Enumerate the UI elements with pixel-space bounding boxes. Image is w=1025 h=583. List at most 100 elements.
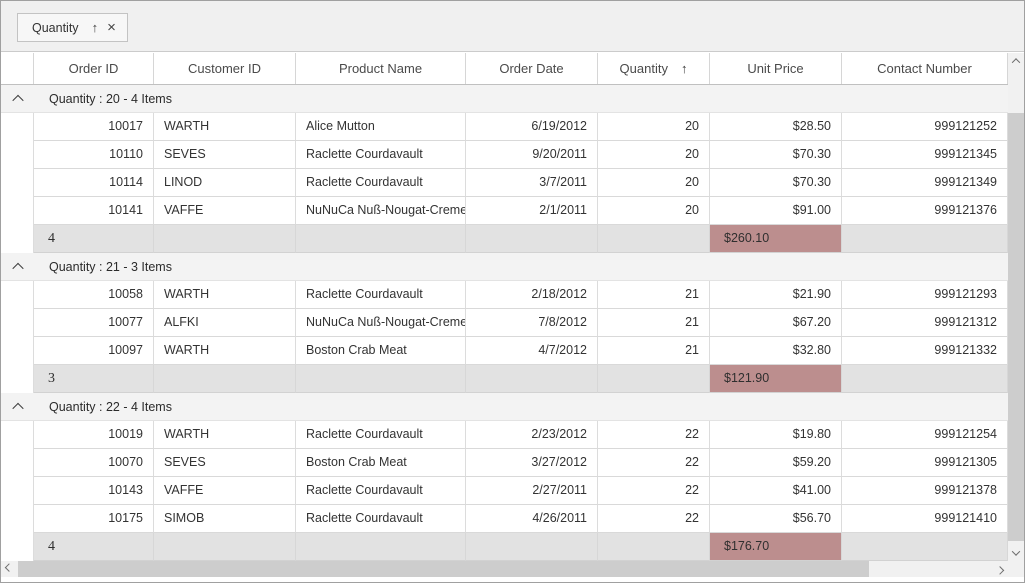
cell-customer-id[interactable]: WARTH — [154, 281, 296, 309]
cell-order-id[interactable]: 10077 — [34, 309, 154, 337]
cell-order-date[interactable]: 4/26/2011 — [466, 505, 598, 533]
cell-unit-price[interactable]: $41.00 — [710, 477, 842, 505]
cell-product-name[interactable]: Boston Crab Meat — [296, 337, 466, 365]
cell-product-name[interactable]: NuNuCa Nuß-Nougat-Creme — [296, 197, 466, 225]
cell-quantity[interactable]: 21 — [598, 337, 710, 365]
cell-quantity[interactable]: 20 — [598, 113, 710, 141]
cell-unit-price[interactable]: $59.20 — [710, 449, 842, 477]
group-caption-row[interactable]: Quantity : 20 - 4 Items — [1, 85, 1008, 113]
column-header-contact-number[interactable]: Contact Number — [842, 53, 1008, 84]
cell-contact-number[interactable]: 999121254 — [842, 421, 1008, 449]
cell-product-name[interactable]: Raclette Courdavault — [296, 169, 466, 197]
cell-quantity[interactable]: 20 — [598, 141, 710, 169]
cell-order-id[interactable]: 10058 — [34, 281, 154, 309]
column-header-customer-id[interactable]: Customer ID — [154, 53, 296, 84]
table-row[interactable]: 10058 WARTH Raclette Courdavault 2/18/2012 2… — [1, 281, 1008, 309]
table-row[interactable]: 10175 SIMOB Raclette Courdavault 4/26/2011 2… — [1, 505, 1008, 533]
cell-order-id[interactable]: 10141 — [34, 197, 154, 225]
cell-unit-price[interactable]: $91.00 — [710, 197, 842, 225]
cell-customer-id[interactable]: SEVES — [154, 141, 296, 169]
cell-order-date[interactable]: 2/1/2011 — [466, 197, 598, 225]
collapse-group-button[interactable] — [1, 94, 34, 106]
cell-unit-price[interactable]: $32.80 — [710, 337, 842, 365]
cell-product-name[interactable]: Raclette Courdavault — [296, 281, 466, 309]
horizontal-scrollbar[interactable] — [1, 561, 1008, 577]
cell-product-name[interactable]: Raclette Courdavault — [296, 505, 466, 533]
cell-order-id[interactable]: 10070 — [34, 449, 154, 477]
cell-contact-number[interactable]: 999121376 — [842, 197, 1008, 225]
cell-order-date[interactable]: 3/27/2012 — [466, 449, 598, 477]
cell-contact-number[interactable]: 999121252 — [842, 113, 1008, 141]
group-caption-row[interactable]: Quantity : 21 - 3 Items — [1, 253, 1008, 281]
table-row[interactable]: 10110 SEVES Raclette Courdavault 9/20/2011 2… — [1, 141, 1008, 169]
cell-customer-id[interactable]: WARTH — [154, 113, 296, 141]
cell-order-date[interactable]: 6/19/2012 — [466, 113, 598, 141]
cell-unit-price[interactable]: $67.20 — [710, 309, 842, 337]
cell-order-id[interactable]: 10110 — [34, 141, 154, 169]
table-row[interactable]: 10097 WARTH Boston Crab Meat 4/7/2012 21 $32.… — [1, 337, 1008, 365]
collapse-group-button[interactable] — [1, 262, 34, 274]
cell-product-name[interactable]: Raclette Courdavault — [296, 421, 466, 449]
cell-product-name[interactable]: NuNuCa Nuß-Nougat-Creme — [296, 309, 466, 337]
cell-order-date[interactable]: 3/7/2011 — [466, 169, 598, 197]
horizontal-scroll-thumb[interactable] — [18, 561, 869, 577]
table-row[interactable]: 10070 SEVES Boston Crab Meat 3/27/2012 22 $59… — [1, 449, 1008, 477]
scroll-left-button[interactable] — [1, 561, 17, 577]
cell-unit-price[interactable]: $70.30 — [710, 169, 842, 197]
vertical-scrollbar[interactable] — [1008, 53, 1024, 561]
column-header-unit-price[interactable]: Unit Price — [710, 53, 842, 84]
cell-order-date[interactable]: 7/8/2012 — [466, 309, 598, 337]
cell-unit-price[interactable]: $19.80 — [710, 421, 842, 449]
cell-quantity[interactable]: 22 — [598, 505, 710, 533]
cell-contact-number[interactable]: 999121305 — [842, 449, 1008, 477]
table-row[interactable]: 10019 WARTH Raclette Courdavault 2/23/2012 2… — [1, 421, 1008, 449]
group-drop-area[interactable]: Quantity ↑ × — [1, 1, 1024, 52]
group-caption-row[interactable]: Quantity : 22 - 4 Items — [1, 393, 1008, 421]
cell-contact-number[interactable]: 999121378 — [842, 477, 1008, 505]
column-header-order-id[interactable]: Order ID — [34, 53, 154, 84]
cell-order-date[interactable]: 2/18/2012 — [466, 281, 598, 309]
cell-product-name[interactable]: Boston Crab Meat — [296, 449, 466, 477]
column-header-order-date[interactable]: Order Date — [466, 53, 598, 84]
cell-product-name[interactable]: Raclette Courdavault — [296, 477, 466, 505]
cell-unit-price[interactable]: $70.30 — [710, 141, 842, 169]
cell-quantity[interactable]: 22 — [598, 477, 710, 505]
cell-contact-number[interactable]: 999121410 — [842, 505, 1008, 533]
cell-order-id[interactable]: 10175 — [34, 505, 154, 533]
table-row[interactable]: 10114 LINOD Raclette Courdavault 3/7/2011 20… — [1, 169, 1008, 197]
cell-customer-id[interactable]: SIMOB — [154, 505, 296, 533]
scroll-right-button[interactable] — [992, 561, 1008, 577]
cell-unit-price[interactable]: $56.70 — [710, 505, 842, 533]
group-chip-quantity[interactable]: Quantity ↑ × — [17, 13, 128, 42]
cell-order-id[interactable]: 10019 — [34, 421, 154, 449]
table-row[interactable]: 10141 VAFFE NuNuCa Nuß-Nougat-Creme 2/1/201… — [1, 197, 1008, 225]
cell-quantity[interactable]: 22 — [598, 421, 710, 449]
cell-customer-id[interactable]: LINOD — [154, 169, 296, 197]
cell-order-date[interactable]: 4/7/2012 — [466, 337, 598, 365]
cell-order-id[interactable]: 10143 — [34, 477, 154, 505]
cell-customer-id[interactable]: ALFKI — [154, 309, 296, 337]
cell-quantity[interactable]: 20 — [598, 197, 710, 225]
cell-order-id[interactable]: 10097 — [34, 337, 154, 365]
collapse-group-button[interactable] — [1, 402, 34, 414]
cell-contact-number[interactable]: 999121293 — [842, 281, 1008, 309]
cell-quantity[interactable]: 22 — [598, 449, 710, 477]
scroll-up-button[interactable] — [1008, 53, 1024, 69]
cell-customer-id[interactable]: VAFFE — [154, 477, 296, 505]
cell-contact-number[interactable]: 999121349 — [842, 169, 1008, 197]
cell-product-name[interactable]: Raclette Courdavault — [296, 141, 466, 169]
cell-product-name[interactable]: Alice Mutton — [296, 113, 466, 141]
cell-customer-id[interactable]: VAFFE — [154, 197, 296, 225]
cell-customer-id[interactable]: WARTH — [154, 337, 296, 365]
cell-order-id[interactable]: 10017 — [34, 113, 154, 141]
scroll-down-button[interactable] — [1008, 545, 1024, 561]
table-row[interactable]: 10077 ALFKI NuNuCa Nuß-Nougat-Creme 7/8/201… — [1, 309, 1008, 337]
cell-customer-id[interactable]: WARTH — [154, 421, 296, 449]
cell-contact-number[interactable]: 999121345 — [842, 141, 1008, 169]
cell-quantity[interactable]: 21 — [598, 281, 710, 309]
column-header-product-name[interactable]: Product Name — [296, 53, 466, 84]
cell-customer-id[interactable]: SEVES — [154, 449, 296, 477]
table-row[interactable]: 10017 WARTH Alice Mutton 6/19/2012 20 $28.50 9… — [1, 113, 1008, 141]
cell-unit-price[interactable]: $28.50 — [710, 113, 842, 141]
table-row[interactable]: 10143 VAFFE Raclette Courdavault 2/27/2011 2… — [1, 477, 1008, 505]
